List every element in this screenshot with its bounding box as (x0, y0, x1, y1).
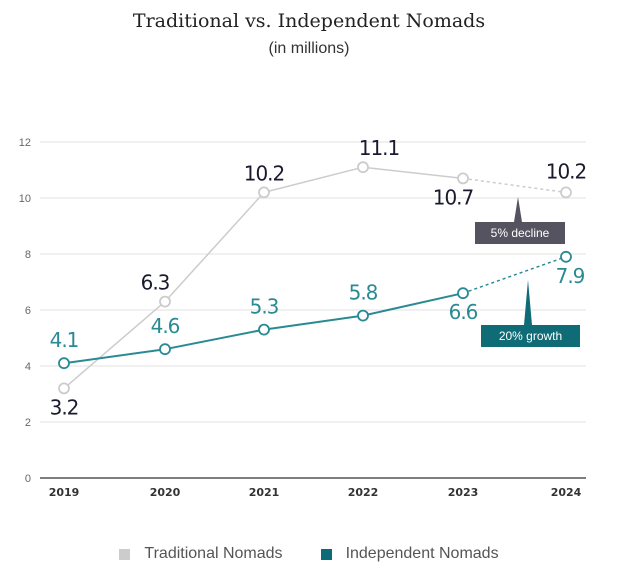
data-label: 3.2 (50, 395, 79, 419)
data-point (457, 287, 469, 300)
series-segment (63, 348, 166, 365)
series-segment (63, 301, 166, 389)
annotation-label: 20% growth (499, 329, 562, 343)
legend-item-traditional[interactable]: Traditional Nomads (119, 545, 283, 563)
x-tick-label: 2024 (551, 486, 582, 499)
y-tick-label: 12 (19, 137, 31, 149)
series-segment (362, 166, 464, 180)
y-tick-label: 2 (25, 417, 31, 429)
data-point (58, 357, 70, 370)
y-tick-label: 0 (25, 473, 31, 485)
chart-title: Traditional vs. Independent Nomads (132, 10, 486, 32)
x-tick-label: 2022 (348, 486, 379, 499)
data-label: 10.7 (433, 185, 474, 209)
annotation-box (475, 222, 565, 244)
legend-label-traditional: Traditional Nomads (144, 545, 283, 562)
data-point (258, 323, 270, 336)
data-point (560, 250, 572, 263)
legend-swatch-traditional (119, 548, 131, 560)
data-label: 10.2 (546, 159, 587, 183)
annotation-pointer (514, 197, 522, 222)
x-tick-label: 2021 (249, 486, 280, 499)
data-point (258, 186, 270, 199)
data-label: 4.1 (50, 328, 79, 352)
series-segment (362, 292, 464, 317)
y-tick-label: 8 (25, 249, 31, 261)
data-point (159, 343, 171, 356)
series-segment (263, 166, 364, 194)
data-point (357, 161, 369, 174)
data-point (357, 309, 369, 322)
annotation-pointer (524, 280, 532, 325)
x-tick-label: 2019 (49, 486, 80, 499)
legend: Traditional Nomads Independent Nomads (0, 545, 618, 563)
series-segment (164, 191, 265, 303)
data-point (457, 172, 469, 185)
data-label: 11.1 (359, 136, 400, 160)
data-label: 5.3 (250, 295, 279, 319)
data-label: 5.8 (349, 281, 378, 305)
data-label: 4.6 (151, 314, 180, 338)
annotation-box (481, 325, 580, 347)
series-segment (462, 256, 567, 294)
legend-label-independent: Independent Nomads (345, 545, 499, 562)
chart-subtitle: (in millions) (268, 40, 350, 57)
data-point (560, 186, 572, 199)
x-tick-label: 2020 (150, 486, 181, 499)
series-segment (462, 177, 567, 194)
y-tick-label: 6 (25, 305, 31, 317)
legend-swatch-independent (320, 548, 332, 560)
legend-item-independent[interactable]: Independent Nomads (320, 545, 499, 563)
data-label: 6.6 (449, 300, 478, 324)
data-label: 7.9 (556, 264, 585, 288)
data-label: 10.2 (244, 161, 285, 185)
series-segment (263, 314, 364, 331)
data-point (159, 295, 171, 308)
y-tick-label: 4 (25, 361, 31, 373)
data-label: 6.3 (141, 271, 170, 295)
series-segment (164, 328, 265, 351)
x-tick-label: 2023 (448, 486, 479, 499)
data-point (58, 382, 70, 395)
annotation-label: 5% decline (491, 226, 550, 240)
y-tick-label: 10 (19, 193, 31, 205)
